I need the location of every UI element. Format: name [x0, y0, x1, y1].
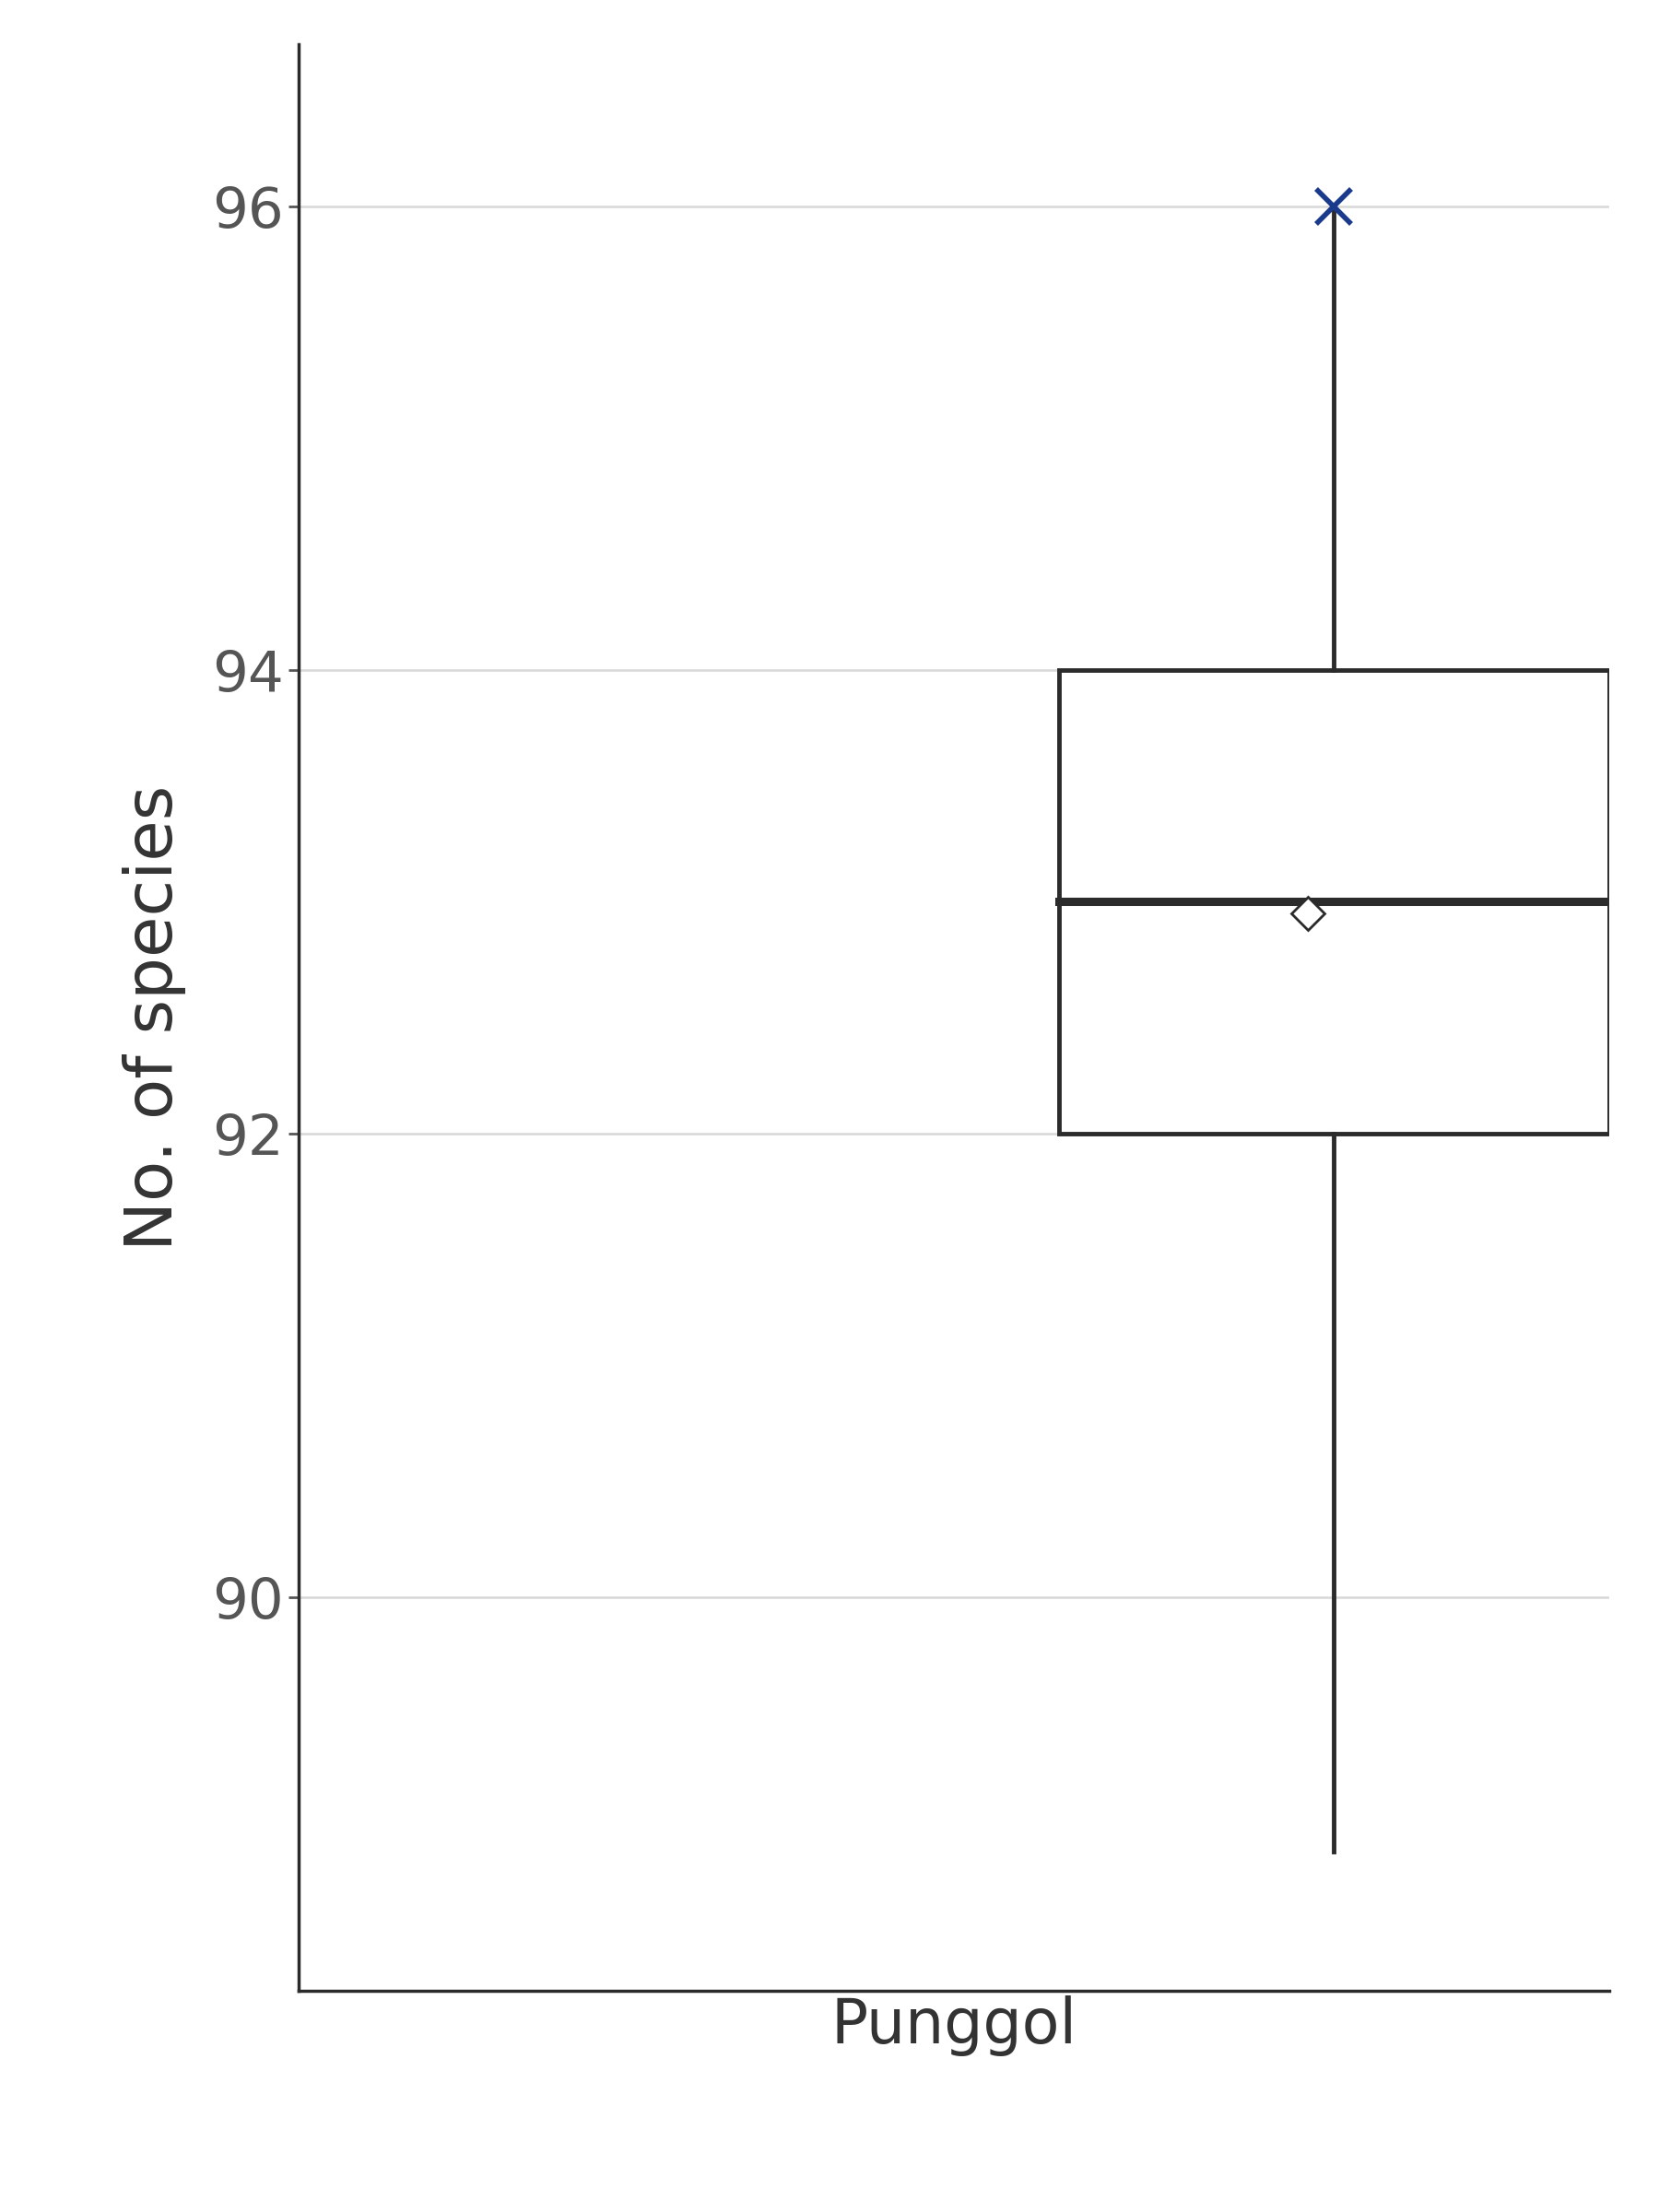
FancyBboxPatch shape: [1058, 670, 1609, 1133]
Y-axis label: No. of species: No. of species: [123, 785, 186, 1250]
